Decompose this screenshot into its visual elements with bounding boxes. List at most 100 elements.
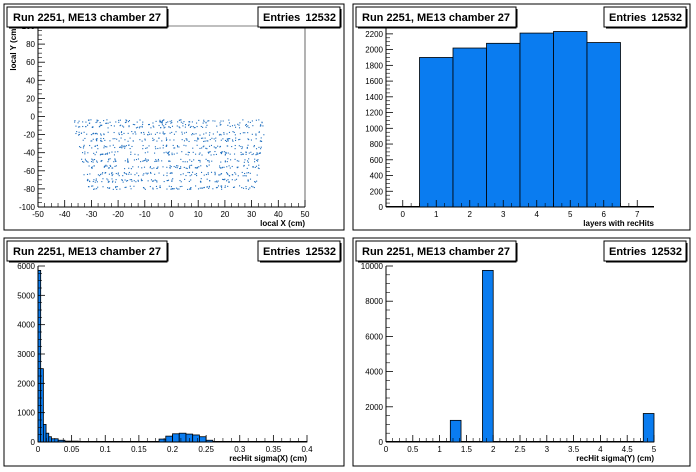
scatter-point bbox=[107, 167, 110, 169]
scatter-point bbox=[242, 175, 244, 177]
scatter-point bbox=[202, 137, 204, 139]
scatter-point bbox=[115, 187, 117, 189]
scatter-point bbox=[95, 121, 97, 124]
scatter-point bbox=[156, 167, 158, 169]
scatter-point bbox=[180, 181, 182, 183]
scatter-point bbox=[214, 171, 216, 173]
scatter-point bbox=[124, 179, 126, 181]
scatter-point bbox=[119, 188, 121, 190]
scatter-point bbox=[204, 140, 206, 142]
scatter-point bbox=[248, 188, 250, 190]
scatter-point bbox=[220, 139, 222, 141]
x-tick-label: 20 bbox=[220, 210, 229, 219]
scatter-point bbox=[85, 160, 87, 162]
scatter-point bbox=[123, 126, 125, 128]
scatter-point bbox=[195, 153, 197, 155]
scatter-point bbox=[147, 151, 149, 153]
scatter-point bbox=[148, 124, 150, 126]
histogram-bin bbox=[48, 436, 52, 443]
scatter-point bbox=[249, 172, 251, 174]
scatter-point bbox=[145, 158, 147, 160]
scatter-point bbox=[119, 125, 121, 127]
scatter-point bbox=[248, 152, 250, 154]
scatter-point bbox=[172, 188, 174, 190]
scatter-point bbox=[193, 133, 195, 135]
scatter-point bbox=[115, 172, 117, 175]
scatter-point bbox=[239, 122, 241, 124]
scatter-point bbox=[159, 186, 161, 189]
scatter-point bbox=[126, 120, 128, 122]
scatter-point bbox=[248, 158, 250, 160]
scatter-point bbox=[212, 188, 214, 190]
scatter-point bbox=[208, 185, 210, 187]
scatter-point bbox=[196, 140, 198, 142]
scatter-point bbox=[75, 132, 77, 135]
scatter-point bbox=[128, 173, 130, 175]
scatter-point bbox=[252, 186, 254, 188]
scatter-point bbox=[179, 167, 181, 170]
scatter-point bbox=[83, 131, 85, 133]
scatter-point bbox=[183, 121, 185, 123]
scatter-point bbox=[228, 181, 231, 183]
scatter-point bbox=[221, 151, 223, 153]
scatter-point bbox=[255, 138, 257, 140]
scatter-point bbox=[127, 121, 130, 123]
scatter-point bbox=[133, 180, 135, 182]
scatter-point bbox=[95, 132, 97, 134]
scatter-point bbox=[228, 175, 230, 177]
entries-value: 12532 bbox=[651, 12, 682, 24]
scatter-point bbox=[142, 160, 144, 162]
scatter-point bbox=[215, 187, 218, 189]
x-tick-label: 0.4 bbox=[301, 445, 313, 454]
scatter-point bbox=[105, 164, 107, 166]
x-tick-label: 0.35 bbox=[266, 445, 282, 454]
scatter-point bbox=[205, 132, 207, 134]
scatter-point bbox=[142, 174, 144, 176]
stats-box: Entries 12532 bbox=[603, 6, 688, 29]
scatter-point bbox=[166, 145, 168, 147]
scatter-point bbox=[173, 153, 175, 155]
stats-box: Entries 12532 bbox=[257, 6, 342, 29]
scatter-point bbox=[128, 126, 130, 128]
scatter-point bbox=[175, 187, 178, 189]
scatter-point bbox=[173, 188, 175, 190]
scatter-point bbox=[209, 138, 211, 141]
x-tick-label: -20 bbox=[112, 210, 124, 219]
scatter-point bbox=[255, 133, 257, 135]
scatter-point bbox=[180, 166, 182, 168]
histogram-bin bbox=[165, 435, 173, 443]
scatter-point bbox=[180, 119, 182, 121]
scatter-point bbox=[112, 167, 114, 169]
scatter-point bbox=[170, 188, 172, 190]
scatter-point bbox=[134, 174, 136, 176]
scatter-point bbox=[196, 126, 198, 128]
scatter-point bbox=[137, 166, 139, 168]
scatter-point bbox=[221, 188, 223, 190]
scatter-point bbox=[227, 152, 229, 154]
scatter-point bbox=[145, 159, 147, 161]
scatter-point bbox=[250, 139, 252, 141]
scatter-point bbox=[181, 133, 183, 135]
scatter-point bbox=[82, 125, 84, 128]
scatter-point bbox=[83, 174, 85, 176]
scatter-point bbox=[254, 181, 256, 183]
scatter-point bbox=[141, 126, 143, 128]
scatter-point bbox=[95, 139, 98, 141]
x-tick-label: -40 bbox=[59, 210, 71, 219]
scatter-point bbox=[206, 178, 208, 180]
scatter-point bbox=[140, 161, 142, 163]
scatter-point bbox=[193, 159, 195, 161]
scatter-point bbox=[195, 185, 197, 187]
scatter-point bbox=[183, 144, 185, 146]
y-tick-label: 5000 bbox=[17, 291, 35, 300]
scatter-point bbox=[234, 158, 236, 160]
scatter-point bbox=[78, 120, 80, 122]
scatter-point bbox=[222, 178, 224, 180]
scatter-point bbox=[153, 167, 155, 169]
scatter-point bbox=[175, 166, 177, 168]
scatter-point bbox=[187, 151, 189, 153]
histogram-bin bbox=[482, 269, 494, 443]
chart-title: Run 2251, ME13 chamber 27 bbox=[13, 246, 161, 258]
scatter-point bbox=[180, 167, 182, 169]
scatter-point bbox=[113, 161, 115, 163]
